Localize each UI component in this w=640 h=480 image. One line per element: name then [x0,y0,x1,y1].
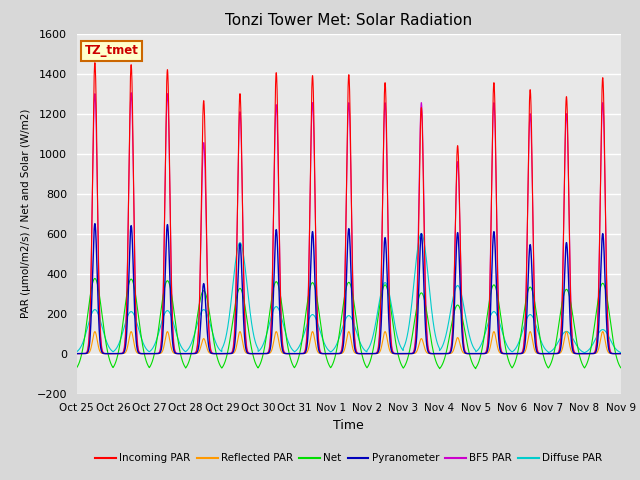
X-axis label: Time: Time [333,419,364,432]
Y-axis label: PAR (μmol/m2/s) / Net and Solar (W/m2): PAR (μmol/m2/s) / Net and Solar (W/m2) [21,109,31,318]
Legend: Incoming PAR, Reflected PAR, Net, Pyranometer, BF5 PAR, Diffuse PAR: Incoming PAR, Reflected PAR, Net, Pyrano… [91,449,607,468]
Text: TZ_tmet: TZ_tmet [85,44,139,58]
Title: Tonzi Tower Met: Solar Radiation: Tonzi Tower Met: Solar Radiation [225,13,472,28]
